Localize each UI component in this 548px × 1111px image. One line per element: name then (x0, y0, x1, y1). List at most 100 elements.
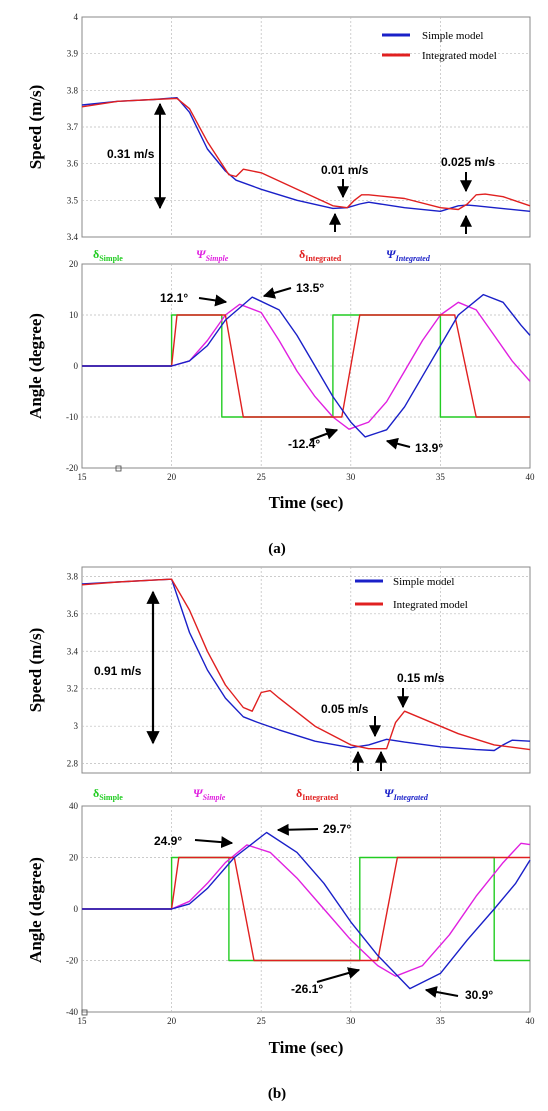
x-tick-label: 35 (436, 1016, 446, 1026)
annotations: 24.9° 29.7° -26.1° 30.9° (154, 822, 493, 1002)
panel-a-symbol-legend: δSimple ΨSimple δIntegrated ΨIntegrated (93, 247, 431, 263)
x-tick-label: 40 (526, 472, 536, 482)
y-tick-labels: -20 -10 0 10 20 (66, 259, 79, 473)
legend-label-simple: Simple model (393, 576, 454, 588)
annotation-arrow (424, 986, 459, 998)
series-line (82, 842, 531, 977)
x-tick-label: 25 (257, 1016, 267, 1026)
y-tick-label: -20 (66, 463, 78, 473)
series-lines (81, 97, 531, 212)
x-axis-title: Time (sec) (269, 493, 344, 512)
y-tick-label: 3.9 (67, 49, 79, 59)
y-axis-title: Angle (degree) (26, 313, 45, 419)
annotation-label: 0.05 m/s (321, 702, 369, 716)
grid (82, 17, 530, 237)
y-tick-label: 20 (69, 259, 79, 269)
legend-delta-simple: δSimple (93, 786, 123, 802)
x-tick-label: 25 (257, 472, 267, 482)
annotation-label: 12.1° (160, 291, 188, 305)
x-tick-label: 15 (78, 1016, 88, 1026)
y-tick-labels: 3.4 3.5 3.6 3.7 3.8 3.9 4 (67, 12, 79, 242)
legend-label-integrated: Integrated model (422, 50, 497, 62)
series-line (82, 293, 531, 438)
y-tick-label: -10 (66, 412, 78, 422)
panel-b-symbol-legend: δSimple ΨSimple δIntegrated ΨIntegrated (93, 786, 429, 802)
series-line (82, 314, 530, 418)
panel-a-speed-chart: 3.4 3.5 3.6 3.7 3.8 3.9 4 Speed (m/s) Simple m… (26, 12, 531, 242)
x-axis-title: Time (sec) (269, 1038, 344, 1057)
small-marker (81, 1009, 88, 1016)
y-tick-label: 2.8 (67, 759, 79, 769)
legend-psi-simple: ΨSimple (193, 786, 226, 802)
annotations: 0.31 m/s 0.01 m/s 0.025 m/s (107, 102, 495, 234)
legend-delta-integrated: δIntegrated (296, 786, 339, 802)
y-tick-label: 3.2 (67, 684, 78, 694)
y-tick-labels: 2.8 3 3.2 3.4 3.6 3.8 (67, 571, 79, 768)
annotation-label: 13.9° (415, 441, 443, 455)
x-tick-label: 30 (346, 1016, 356, 1026)
annotation-arrow (198, 294, 228, 307)
annotation-arrow (316, 967, 361, 983)
annotation-label: -26.1° (291, 982, 323, 996)
y-tick-label: 3.7 (67, 122, 79, 132)
series-lines (81, 578, 531, 752)
y-tick-labels: -40 -20 0 20 40 (66, 801, 79, 1017)
y-tick-label: 3.4 (67, 646, 79, 656)
x-tick-labels: 15 20 25 30 35 40 (78, 472, 536, 482)
legend-label-integrated: Integrated model (393, 599, 468, 611)
annotation-label: 0.01 m/s (321, 163, 369, 177)
series-line (82, 831, 531, 990)
y-tick-label: 3.8 (67, 571, 79, 581)
y-tick-label: 3.8 (67, 85, 79, 95)
panel-label-a: (a) (268, 541, 286, 557)
series-line (81, 578, 531, 752)
legend-label-simple: Simple model (422, 30, 483, 42)
annotations: 12.1° 13.5° -12.4° 13.9° (160, 281, 443, 455)
x-tick-label: 30 (346, 472, 356, 482)
x-tick-label: 35 (436, 472, 446, 482)
y-tick-label: 0 (74, 904, 79, 914)
legend-psi-simple: ΨSimple (196, 247, 229, 263)
series-line (82, 856, 530, 962)
annotation-label: 30.9° (465, 988, 493, 1002)
annotation-arrow (309, 428, 339, 441)
annotation-arrow (194, 836, 234, 849)
x-tick-label: 40 (526, 1016, 536, 1026)
y-tick-label: -20 (66, 956, 78, 966)
annotation-label: 0.15 m/s (397, 671, 445, 685)
annotation-label: -12.4° (288, 437, 320, 451)
plot-frame (81, 566, 531, 774)
y-tick-label: 3 (74, 721, 79, 731)
annotation-label: 0.91 m/s (94, 664, 142, 678)
legend-psi-integrated: ΨIntegrated (386, 247, 431, 263)
annotation-arrow (276, 823, 319, 836)
annotation-arrow (262, 287, 292, 299)
legend-delta-simple: δSimple (93, 247, 123, 263)
series-line (81, 578, 531, 751)
x-tick-label: 20 (167, 472, 177, 482)
panel-label-b: (b) (268, 1086, 286, 1102)
legend: Simple model Integrated model (355, 576, 468, 611)
legend: Simple model Integrated model (382, 30, 497, 62)
series-line (82, 301, 531, 430)
y-tick-label: 4 (74, 12, 79, 22)
y-tick-label: -40 (66, 1007, 78, 1017)
y-tick-label: 3.6 (67, 159, 79, 169)
grid (82, 567, 530, 773)
annotation-arrow (385, 437, 411, 450)
y-tick-label: 3.5 (67, 195, 79, 205)
y-tick-label: 3.4 (67, 232, 79, 242)
y-axis-title: Speed (m/s) (26, 85, 45, 170)
legend-delta-integrated: δIntegrated (299, 247, 342, 263)
panel-b-speed-chart: 2.8 3 3.2 3.4 3.6 3.8 Speed (m/s) Simple mode… (26, 566, 531, 774)
annotation-label: 24.9° (154, 834, 182, 848)
y-axis-title: Angle (degree) (26, 857, 45, 963)
x-tick-labels: 15 20 25 30 35 40 (78, 1016, 536, 1026)
y-tick-label: 3.6 (67, 609, 79, 619)
annotation-label: 0.025 m/s (441, 155, 495, 169)
annotations: 0.91 m/s 0.05 m/s 0.15 m/s (94, 590, 445, 771)
annotation-label: 0.31 m/s (107, 147, 155, 161)
